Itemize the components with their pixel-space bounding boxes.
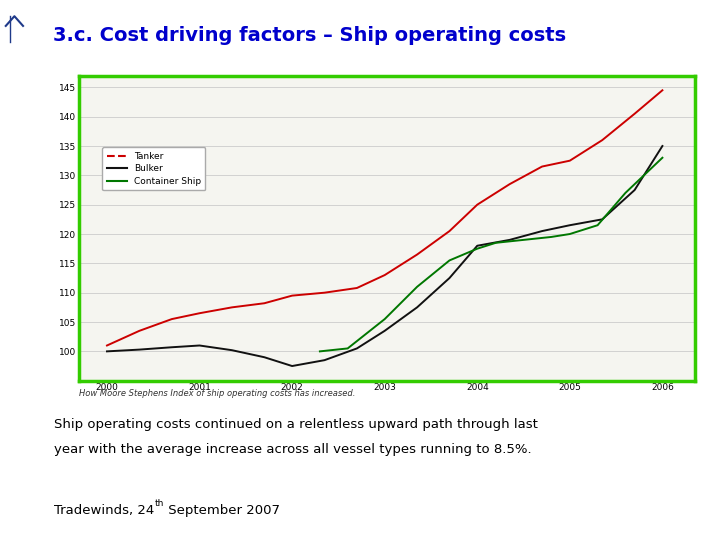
Text: Ship operating costs continued on a relentless upward path through last: Ship operating costs continued on a rele… bbox=[54, 418, 538, 431]
Text: Tradewinds, 24: Tradewinds, 24 bbox=[54, 504, 154, 517]
Text: September 2007: September 2007 bbox=[164, 504, 280, 517]
Text: th: th bbox=[154, 499, 163, 508]
Legend: Tanker, Bulker, Container Ship: Tanker, Bulker, Container Ship bbox=[102, 147, 205, 191]
Text: year with the average increase across all vessel types running to 8.5%.: year with the average increase across al… bbox=[54, 443, 531, 456]
Text: 3.c. Cost driving factors – Ship operating costs: 3.c. Cost driving factors – Ship operati… bbox=[53, 26, 566, 45]
Text: How Moore Stephens Index of ship operating costs has increased.: How Moore Stephens Index of ship operati… bbox=[79, 389, 356, 397]
